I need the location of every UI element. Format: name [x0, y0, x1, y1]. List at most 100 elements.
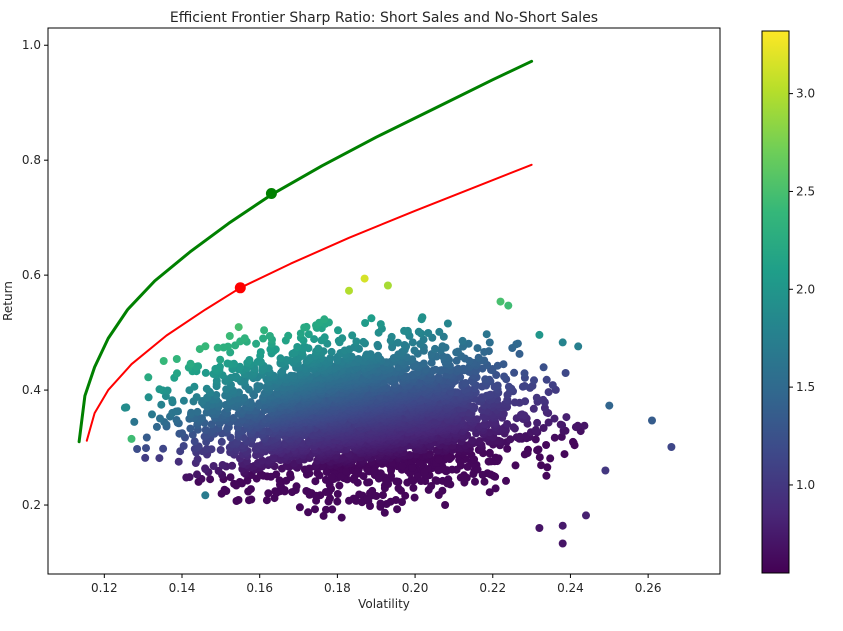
scatter-point [387, 472, 396, 480]
scatter-point [480, 420, 489, 429]
scatter-point [539, 395, 548, 404]
scatter-point [292, 482, 301, 491]
scatter-point [379, 491, 387, 500]
scatter-point [144, 373, 153, 382]
scatter-point [193, 455, 202, 464]
scatter-point [367, 314, 376, 323]
scatter-point [175, 429, 184, 438]
scatter-point [311, 505, 319, 514]
scatter-point [499, 360, 508, 369]
scatter-point [284, 331, 293, 340]
x-tick-label: 0.20 [402, 581, 429, 595]
scatter-point [351, 468, 360, 477]
scatter-point [535, 524, 544, 532]
scatter-point [408, 476, 417, 485]
scatter-point [259, 334, 268, 343]
scatter-point [511, 461, 520, 470]
scatter-point [478, 470, 487, 479]
scatter-point [530, 376, 538, 385]
colorbar-tick-label: 2.5 [796, 184, 815, 198]
scatter-point [262, 496, 271, 505]
scatter-point [179, 442, 188, 450]
scatter-point [265, 332, 274, 340]
scatter-point [245, 356, 254, 364]
scatter-point [213, 343, 222, 352]
scatter-point [506, 435, 515, 444]
colorbar-tick-label: 1.5 [796, 380, 815, 394]
scatter-point [216, 446, 225, 454]
scatter-point [333, 497, 342, 506]
scatter-point [337, 472, 346, 481]
scatter-point [314, 344, 323, 353]
scatter-point [463, 462, 472, 471]
scatter-point [130, 417, 139, 426]
scatter-point [187, 408, 196, 417]
scatter-point [443, 479, 452, 488]
colorbar-tick-label: 1.0 [796, 478, 815, 492]
scatter-point [234, 323, 243, 332]
scatter-point [359, 337, 368, 346]
scatter-point [141, 453, 150, 462]
scatter-point [409, 483, 418, 492]
scatter-point [387, 332, 396, 341]
scatter-point [605, 401, 614, 410]
scatter-point [300, 323, 309, 332]
colorbar [761, 30, 790, 574]
scatter-point [410, 346, 419, 355]
scatter-point [394, 338, 402, 347]
scatter-point [321, 488, 330, 496]
scatter-point [326, 494, 334, 503]
scatter-point [226, 473, 235, 482]
scatter-point [520, 382, 529, 390]
scatter-point [434, 466, 443, 475]
scatter-point [256, 470, 265, 479]
scatter-point [172, 355, 181, 363]
scatter-point [186, 424, 195, 433]
colorbar-axis: 1.0 1.5 2.0 2.5 3.0 [789, 87, 815, 492]
scatter-point [558, 521, 567, 530]
scatter-point [667, 443, 676, 451]
scatter-point [468, 436, 477, 445]
scatter-point [485, 488, 494, 497]
scatter-point [152, 422, 161, 431]
scatter-point [190, 382, 199, 391]
scatter-point [544, 388, 553, 397]
scatter-point [366, 502, 374, 510]
scatter-point [533, 446, 542, 455]
scatter-point [482, 330, 491, 339]
y-tick-label: 0.6 [22, 268, 41, 282]
scatter-point [397, 486, 405, 495]
scatter-point [484, 457, 493, 466]
scatter-point [376, 320, 385, 329]
chart-title: Efficient Frontier Sharp Ratio: Short Sa… [170, 10, 598, 26]
scatter-point [264, 489, 273, 498]
scatter-point [374, 351, 383, 360]
scatter-point [392, 477, 401, 486]
scatter-point [276, 354, 285, 363]
scatter-point [193, 470, 201, 479]
scatter-point [312, 491, 320, 500]
scatter-point [253, 382, 262, 390]
scatter-point [574, 342, 583, 351]
scatter-point [260, 326, 269, 335]
scatter-point [311, 477, 320, 486]
scatter-point [456, 473, 465, 482]
scatter-point [573, 421, 582, 430]
scatter-point [537, 461, 546, 470]
x-tick-label: 0.24 [557, 581, 584, 595]
x-tick-label: 0.26 [635, 581, 662, 595]
scatter-point [288, 488, 297, 497]
scatter-point [515, 349, 524, 358]
scatter-point [157, 400, 166, 409]
scatter-point [232, 481, 241, 490]
colorbar-tick-label: 2.0 [796, 282, 815, 296]
scatter-point [376, 499, 385, 508]
x-tick-label: 0.22 [479, 581, 506, 595]
scatter-point [295, 503, 304, 512]
scatter-point [337, 513, 346, 522]
scatter-point [546, 454, 555, 463]
scatter-point [142, 444, 150, 453]
scatter-point [159, 357, 168, 365]
